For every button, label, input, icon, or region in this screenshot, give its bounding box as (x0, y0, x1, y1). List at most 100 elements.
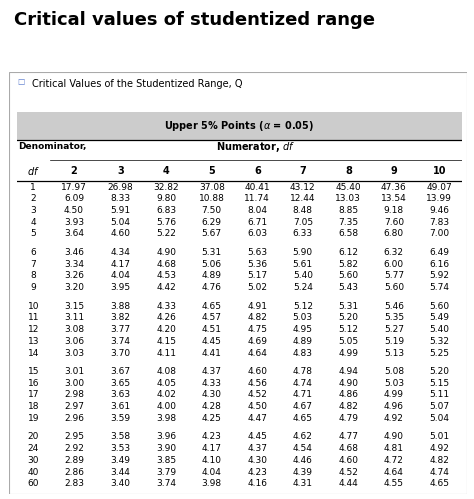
Text: Upper 5% Points ($\alpha$ = 0.05): Upper 5% Points ($\alpha$ = 0.05) (164, 119, 314, 133)
Text: 3.98: 3.98 (156, 414, 176, 423)
Text: 40: 40 (27, 468, 39, 477)
Text: 24: 24 (27, 444, 39, 453)
Text: 3.11: 3.11 (64, 313, 84, 322)
Text: 4: 4 (30, 218, 36, 227)
Text: 5.27: 5.27 (384, 325, 404, 334)
Text: 1: 1 (30, 183, 36, 192)
Text: 4.81: 4.81 (384, 444, 404, 453)
Text: 19: 19 (27, 414, 39, 423)
Text: 4.91: 4.91 (247, 302, 267, 311)
Text: 5.17: 5.17 (247, 271, 267, 280)
Text: 3.77: 3.77 (110, 325, 131, 334)
Text: 3.06: 3.06 (64, 337, 84, 346)
Text: 4.37: 4.37 (202, 367, 222, 376)
Text: 3.34: 3.34 (64, 260, 84, 269)
Text: 6.58: 6.58 (338, 230, 358, 239)
Text: 15: 15 (27, 367, 39, 376)
Text: 4.28: 4.28 (202, 402, 222, 411)
Text: 4.62: 4.62 (293, 433, 313, 442)
Text: 4.83: 4.83 (293, 348, 313, 357)
Text: 6.03: 6.03 (247, 230, 267, 239)
Text: 5.04: 5.04 (110, 218, 131, 227)
Text: 4.65: 4.65 (202, 302, 222, 311)
Text: 4.04: 4.04 (111, 271, 131, 280)
Text: 2.89: 2.89 (64, 456, 84, 465)
Text: 5.20: 5.20 (429, 367, 449, 376)
Text: 4.68: 4.68 (338, 444, 358, 453)
Text: 4.52: 4.52 (338, 468, 358, 477)
Text: 4.64: 4.64 (384, 468, 404, 477)
Text: 3.65: 3.65 (110, 379, 131, 388)
FancyBboxPatch shape (9, 72, 467, 494)
Text: 5.24: 5.24 (293, 283, 313, 292)
Text: 6.09: 6.09 (64, 194, 84, 204)
Text: 4.30: 4.30 (202, 391, 222, 400)
Text: 6.32: 6.32 (384, 248, 404, 257)
Text: 30: 30 (27, 456, 39, 465)
Text: 5.04: 5.04 (429, 414, 449, 423)
Text: 2.96: 2.96 (64, 414, 84, 423)
Text: 37.08: 37.08 (199, 183, 225, 192)
Text: 4.89: 4.89 (202, 271, 222, 280)
Text: 7: 7 (30, 260, 36, 269)
Text: 5.60: 5.60 (384, 283, 404, 292)
Text: 3.03: 3.03 (64, 348, 84, 357)
Text: 5.40: 5.40 (293, 271, 313, 280)
Text: 3: 3 (30, 206, 36, 215)
Text: 5.40: 5.40 (429, 325, 449, 334)
Text: 20: 20 (27, 433, 39, 442)
Text: 4.37: 4.37 (247, 444, 267, 453)
Text: 4.17: 4.17 (110, 260, 131, 269)
Text: 40.41: 40.41 (245, 183, 270, 192)
Text: 5.08: 5.08 (384, 367, 404, 376)
Text: Numerator, ​$\it{df}$: Numerator, ​$\it{df}$ (217, 140, 296, 154)
Text: 5.20: 5.20 (338, 313, 358, 322)
Text: 4.20: 4.20 (156, 325, 176, 334)
Text: 4.45: 4.45 (247, 433, 267, 442)
Text: 4.44: 4.44 (338, 479, 358, 488)
Text: 4.77: 4.77 (338, 433, 358, 442)
Text: 5.06: 5.06 (201, 260, 222, 269)
Text: 5.05: 5.05 (338, 337, 358, 346)
Text: 4.76: 4.76 (202, 283, 222, 292)
Text: 4.89: 4.89 (293, 337, 313, 346)
Text: 2.98: 2.98 (64, 391, 84, 400)
Text: 10.88: 10.88 (199, 194, 225, 204)
Text: 4.52: 4.52 (247, 391, 267, 400)
Text: 5.19: 5.19 (384, 337, 404, 346)
Text: 3: 3 (117, 166, 124, 176)
Text: 4.99: 4.99 (338, 348, 358, 357)
Bar (17, 112, 462, 140)
Text: 60: 60 (27, 479, 39, 488)
Text: 4.90: 4.90 (156, 248, 176, 257)
Text: 4.78: 4.78 (293, 367, 313, 376)
Text: 4.92: 4.92 (429, 444, 449, 453)
Text: 5.91: 5.91 (110, 206, 131, 215)
Text: 3.44: 3.44 (111, 468, 131, 477)
Text: 5.31: 5.31 (338, 302, 358, 311)
Text: 6.00: 6.00 (384, 260, 404, 269)
Text: 3.59: 3.59 (110, 414, 131, 423)
Text: 4.55: 4.55 (384, 479, 404, 488)
Text: 12: 12 (27, 325, 39, 334)
Text: 9.80: 9.80 (156, 194, 176, 204)
Text: 3.01: 3.01 (64, 367, 84, 376)
Text: 8.04: 8.04 (247, 206, 267, 215)
Text: 4.92: 4.92 (384, 414, 404, 423)
Text: 4.56: 4.56 (247, 379, 267, 388)
Text: 18: 18 (27, 402, 39, 411)
Text: 3.96: 3.96 (156, 433, 176, 442)
Text: 4.10: 4.10 (202, 456, 222, 465)
Text: 4.82: 4.82 (247, 313, 267, 322)
Text: 3.85: 3.85 (156, 456, 176, 465)
Text: 5.60: 5.60 (338, 271, 358, 280)
Text: 4.94: 4.94 (338, 367, 358, 376)
Text: 17: 17 (27, 391, 39, 400)
Text: 5.03: 5.03 (384, 379, 404, 388)
Text: 4.71: 4.71 (293, 391, 313, 400)
Text: 4.31: 4.31 (293, 479, 313, 488)
Text: 9: 9 (30, 283, 36, 292)
Text: 4.25: 4.25 (202, 414, 222, 423)
Text: 6.71: 6.71 (247, 218, 267, 227)
Text: 4.74: 4.74 (293, 379, 313, 388)
